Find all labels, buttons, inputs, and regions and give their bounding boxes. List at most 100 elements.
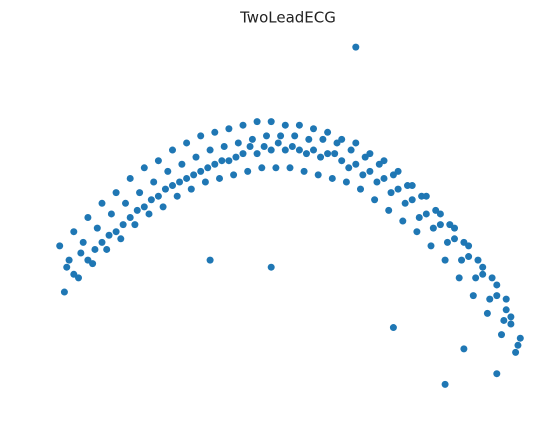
point (451, 235, 458, 243)
point (147, 196, 155, 204)
point (342, 178, 350, 186)
point (345, 164, 353, 172)
point (498, 331, 505, 339)
point (216, 174, 223, 182)
point (244, 167, 252, 175)
point (230, 171, 238, 179)
point (465, 242, 473, 250)
point (429, 224, 437, 232)
point (441, 256, 449, 264)
point (380, 157, 388, 165)
point (310, 146, 317, 154)
point (347, 146, 355, 154)
point (274, 139, 282, 147)
point (169, 146, 176, 154)
point (399, 217, 407, 225)
point (338, 157, 346, 165)
point (173, 192, 181, 200)
point (272, 164, 280, 172)
point (119, 221, 127, 229)
point (89, 260, 97, 268)
point (126, 214, 134, 221)
point (371, 196, 379, 204)
point (302, 150, 310, 158)
point (201, 178, 209, 186)
point (458, 256, 466, 264)
point (211, 160, 219, 168)
point (253, 150, 261, 158)
point (225, 125, 233, 133)
point (183, 174, 191, 182)
point (136, 189, 144, 197)
point (387, 189, 395, 197)
point (415, 214, 423, 221)
point (413, 228, 421, 236)
point (260, 143, 268, 150)
point (483, 309, 491, 317)
point (277, 132, 285, 140)
point (176, 178, 184, 186)
point (63, 263, 71, 271)
point (305, 135, 313, 143)
point (131, 221, 139, 229)
point (300, 167, 308, 175)
point (140, 164, 148, 172)
chart-title: TwoLeadECG (239, 9, 336, 27)
point (75, 274, 82, 282)
point (112, 189, 120, 197)
point (314, 171, 322, 179)
point (286, 164, 294, 172)
point (232, 153, 240, 161)
point (206, 256, 214, 264)
point (218, 157, 226, 165)
point (401, 199, 409, 207)
point (183, 139, 191, 147)
point (493, 370, 501, 378)
point (117, 235, 125, 243)
point (161, 185, 169, 193)
point (288, 143, 296, 150)
point (178, 160, 186, 168)
point (281, 146, 289, 154)
point (164, 167, 172, 175)
point (190, 171, 198, 179)
point (122, 199, 129, 207)
point (211, 128, 219, 136)
point (103, 245, 111, 253)
point (380, 174, 388, 182)
point (258, 164, 266, 172)
point (93, 224, 101, 232)
point (422, 210, 430, 218)
point (253, 118, 261, 126)
point (359, 171, 367, 179)
point (98, 238, 106, 246)
point (366, 167, 374, 175)
point (324, 150, 332, 158)
point (204, 164, 212, 172)
point (77, 249, 85, 257)
point (246, 143, 254, 150)
point (488, 274, 496, 282)
point (512, 348, 520, 356)
point (267, 146, 275, 154)
point (225, 157, 233, 165)
point (295, 146, 303, 154)
point (455, 274, 463, 282)
point (324, 128, 332, 136)
point (373, 178, 381, 186)
point (352, 43, 360, 51)
point (479, 270, 487, 278)
point (281, 121, 289, 129)
point (394, 185, 402, 193)
point (187, 185, 195, 193)
point (474, 256, 482, 264)
point (248, 135, 256, 143)
point (197, 167, 205, 175)
point (267, 263, 275, 271)
point (493, 281, 501, 289)
point (493, 292, 501, 300)
point (154, 157, 162, 165)
point (472, 274, 480, 282)
point (357, 185, 364, 193)
